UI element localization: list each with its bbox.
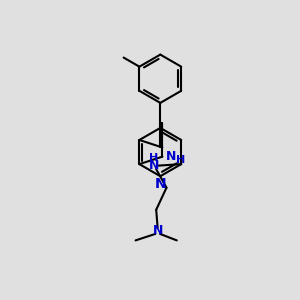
Text: N: N [155, 177, 167, 191]
Text: N: N [166, 150, 176, 163]
Text: N: N [148, 159, 159, 172]
Text: H: H [149, 153, 158, 163]
Text: H: H [176, 155, 185, 165]
Text: N: N [152, 224, 163, 238]
